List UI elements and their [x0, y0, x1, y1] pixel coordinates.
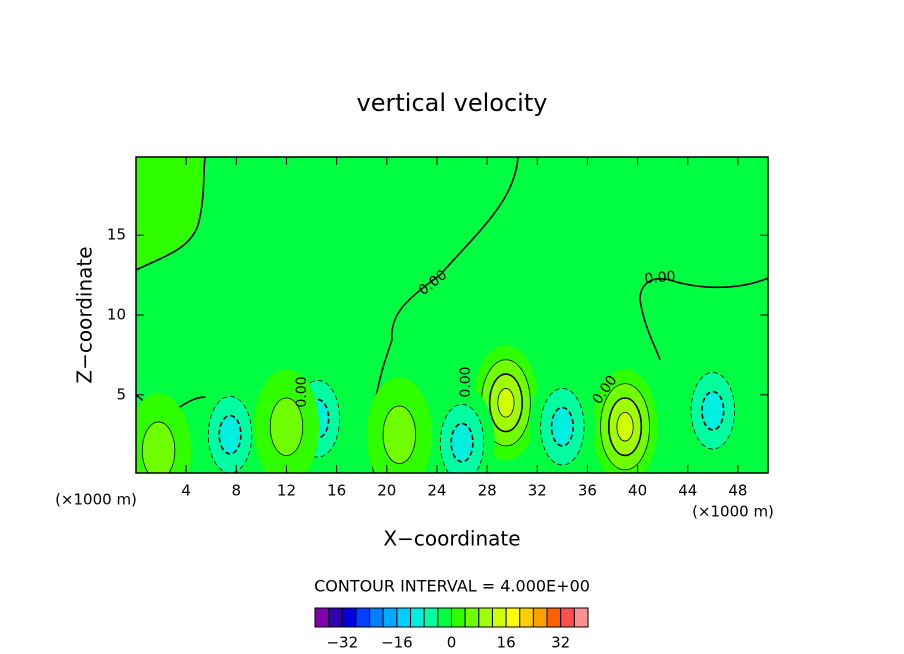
- colorbar-tick-label: −32: [326, 634, 358, 652]
- x-tick-label: 4: [181, 482, 191, 500]
- x-tick-label: 32: [528, 482, 547, 500]
- zero-contour: [639, 277, 768, 361]
- colorbar-box: [369, 607, 384, 628]
- colorbar-tick-label: 0: [447, 634, 457, 652]
- contour-label: 0.00: [294, 376, 310, 407]
- x-tick-label: 16: [327, 482, 346, 500]
- y-tick-label: 5: [116, 385, 126, 403]
- colorbar-tick-label: 32: [551, 634, 570, 652]
- zero-contour: [136, 157, 206, 271]
- contour-label: 0.00: [644, 269, 676, 288]
- field: 0.00 0.000.00 0.00 0.00: [136, 157, 768, 473]
- colorbar-box: [573, 607, 589, 628]
- colorbar-box: [314, 607, 330, 628]
- x-tick-label: 24: [427, 482, 446, 500]
- x-axis-label: X−coordinate: [383, 527, 520, 551]
- colorbar-box: [464, 607, 480, 628]
- contour-region: [218, 414, 242, 455]
- colorbar-box: [491, 607, 507, 628]
- y-axis-label: Z−coordinate: [73, 246, 97, 383]
- x-tick-label: 48: [728, 482, 747, 500]
- colorbar-box: [423, 607, 439, 628]
- x-tick-label: 28: [478, 482, 497, 500]
- contour-region: [269, 397, 304, 456]
- x-unit-label: (×1000 m): [55, 491, 137, 509]
- contour-region: [497, 388, 515, 418]
- contour-region: [616, 411, 634, 442]
- x-unit-label: (×1000 m): [692, 503, 774, 521]
- colorbar-box: [355, 607, 371, 628]
- contour-region: [450, 422, 474, 463]
- chart-title: vertical velocity: [357, 89, 548, 117]
- colorbar-box: [532, 607, 548, 628]
- colorbar-box: [437, 607, 453, 628]
- colorbar-box: [560, 607, 575, 628]
- y-tick-label: 10: [107, 306, 126, 324]
- field-region: [136, 157, 205, 270]
- x-tick-label: 8: [232, 482, 242, 500]
- contour-interval-label: CONTOUR INTERVAL = 4.000E+00: [314, 577, 590, 596]
- x-tick-label: 36: [578, 482, 597, 500]
- colorbar-box: [505, 607, 521, 628]
- contour-label: 0.00: [458, 366, 474, 397]
- colorbar-box: [410, 607, 425, 628]
- colorbar-box: [451, 607, 466, 628]
- colorbar-box: [341, 607, 357, 628]
- x-tick-label: 44: [678, 482, 697, 500]
- colorbar-box: [396, 607, 412, 628]
- x-tick-label: 40: [628, 482, 647, 500]
- contour-region: [550, 406, 575, 447]
- colorbar-box: [328, 607, 343, 628]
- colorbar-box: [519, 607, 534, 628]
- contour-region: [382, 405, 417, 464]
- colorbar-box: [478, 607, 493, 628]
- colorbar-tick-label: −16: [381, 634, 413, 652]
- colorbar-tick-label: 16: [497, 634, 516, 652]
- x-tick-label: 12: [277, 482, 296, 500]
- colorbar-box: [382, 607, 398, 628]
- y-tick-label: 15: [107, 226, 126, 244]
- contour-region: [701, 390, 725, 431]
- contour-region: [141, 421, 176, 473]
- colorbar-box: [546, 607, 562, 628]
- x-tick-label: 20: [377, 482, 396, 500]
